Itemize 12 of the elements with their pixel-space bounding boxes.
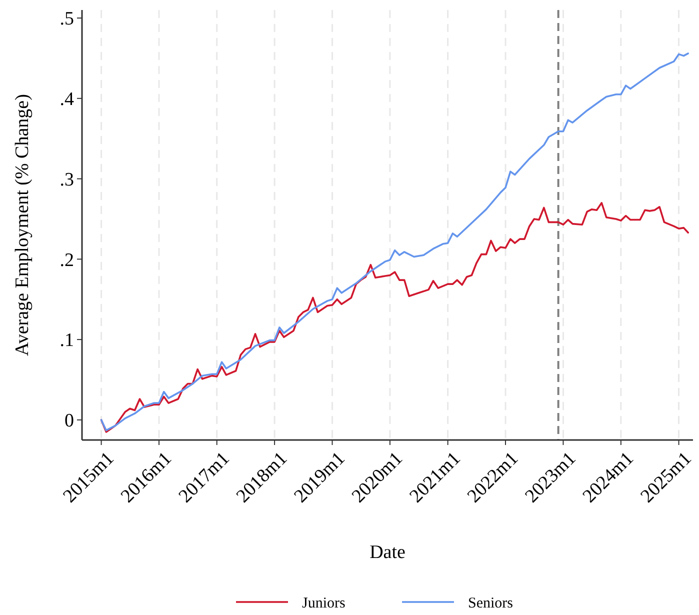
y-tick-label: .1 xyxy=(60,330,74,352)
y-tick-label: .2 xyxy=(60,250,74,271)
legend-label: Juniors xyxy=(302,595,346,612)
y-tick-label: 0 xyxy=(64,410,74,432)
legend-label: Seniors xyxy=(468,595,514,612)
y-axis-title: Average Employment (% Change) xyxy=(12,94,33,356)
line-series xyxy=(100,52,689,432)
y-tick-label: .5 xyxy=(60,8,74,30)
x-axis-title: Date xyxy=(370,542,406,563)
y-tick-label: .3 xyxy=(60,169,74,190)
line-series xyxy=(100,202,689,433)
y-tick-label: .4 xyxy=(60,89,74,110)
